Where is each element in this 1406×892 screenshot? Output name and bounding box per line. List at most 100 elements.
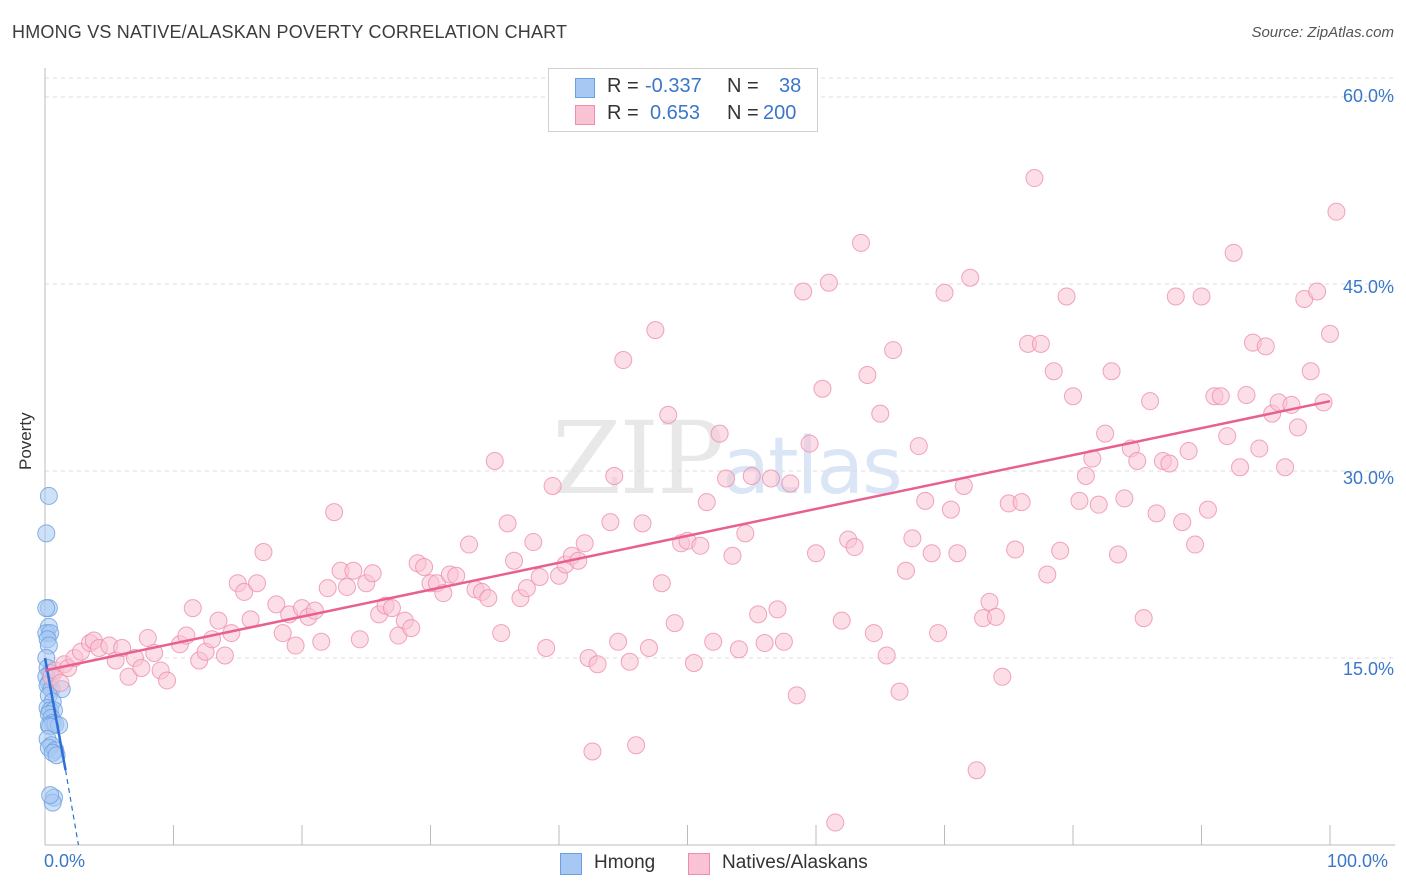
data-point-hmong <box>37 599 56 618</box>
data-point-natives <box>267 595 286 614</box>
data-point-natives <box>498 514 517 533</box>
legend-n-value: 200 <box>763 102 797 124</box>
data-point-natives <box>479 589 498 608</box>
chart-title: HMONG VS NATIVE/ALASKAN POVERTY CORRELAT… <box>12 22 568 42</box>
data-point-natives <box>832 611 851 630</box>
data-point-natives <box>717 469 736 488</box>
data-point-natives <box>819 273 838 292</box>
data-point-natives <box>1076 466 1095 485</box>
data-point-natives <box>1089 495 1108 514</box>
legend-swatch-hmong <box>575 78 595 98</box>
data-point-natives <box>826 813 845 832</box>
trend-line-extension-hmong <box>64 770 80 846</box>
legend-r-value: -0.337 <box>645 75 702 97</box>
data-point-natives <box>460 535 479 554</box>
data-point-natives <box>273 624 292 643</box>
data-point-natives <box>183 599 202 618</box>
data-point-natives <box>961 268 980 287</box>
data-point-natives <box>646 321 665 340</box>
data-point-natives <box>691 536 710 555</box>
trend-line-natives <box>44 399 1331 672</box>
data-point-natives <box>948 544 967 563</box>
data-point-natives <box>710 424 729 443</box>
data-point-natives <box>858 366 877 385</box>
y-tick-label-15: 15.0% <box>1342 659 1394 679</box>
data-point-natives <box>605 466 624 485</box>
legend-row-hmong: R = -0.337 N = 38 <box>549 75 817 101</box>
correlation-legend: R = -0.337 N = 38 R = 0.653 N = 200 <box>548 68 818 132</box>
data-point-hmong <box>39 486 58 505</box>
data-point-hmong <box>41 786 60 805</box>
data-point-natives <box>762 469 781 488</box>
data-point-natives <box>729 640 748 659</box>
data-point-natives <box>768 600 787 619</box>
legend-swatch-hmong <box>560 853 582 875</box>
data-point-natives <box>665 614 684 633</box>
data-point-natives <box>415 557 434 576</box>
data-point-natives <box>286 636 305 655</box>
data-point-natives <box>543 476 562 495</box>
data-point-natives <box>583 742 602 761</box>
data-point-natives <box>980 592 999 611</box>
data-point-natives <box>1102 362 1121 381</box>
data-point-natives <box>736 524 755 543</box>
data-point-natives <box>132 658 151 677</box>
data-point-natives <box>1250 439 1269 458</box>
data-point-natives <box>1237 385 1256 404</box>
data-point-natives <box>967 761 986 780</box>
data-point-natives <box>1160 454 1179 473</box>
data-point-natives <box>1031 334 1050 353</box>
data-point-natives <box>877 646 896 665</box>
data-point-natives <box>871 404 890 423</box>
data-point-natives <box>158 671 177 690</box>
data-point-natives <box>215 646 234 665</box>
data-point-natives <box>929 624 948 643</box>
data-point-natives <box>659 405 678 424</box>
legend-label-natives: Natives/Alaskans <box>722 852 868 873</box>
data-point-natives <box>51 673 70 692</box>
data-point-natives <box>1070 491 1089 510</box>
data-point-natives <box>890 682 909 701</box>
data-point-natives <box>350 630 369 649</box>
data-point-natives <box>935 283 954 302</box>
data-point-natives <box>1147 504 1166 523</box>
data-point-natives <box>537 639 556 658</box>
data-point-natives <box>922 544 941 563</box>
data-point-natives <box>305 601 324 620</box>
data-point-natives <box>774 632 793 651</box>
data-point-natives <box>254 543 273 562</box>
data-point-natives <box>312 632 331 651</box>
data-point-natives <box>1179 442 1198 461</box>
legend-n-label: N = <box>727 102 759 124</box>
legend-label-hmong: Hmong <box>594 852 656 873</box>
x-tick-label-max: 100.0% <box>1327 851 1389 871</box>
data-point-natives <box>209 611 228 630</box>
data-point-natives <box>524 533 543 552</box>
data-point-natives <box>684 653 703 672</box>
data-point-natives <box>627 736 646 755</box>
legend-swatch-natives <box>688 853 710 875</box>
data-point-natives <box>884 341 903 360</box>
data-point-natives <box>916 491 935 510</box>
data-point-natives <box>138 629 157 648</box>
data-point-natives <box>447 566 466 585</box>
data-point-natives <box>1321 324 1339 343</box>
data-point-natives <box>588 655 607 674</box>
data-point-natives <box>530 567 549 586</box>
data-point-natives <box>697 493 716 512</box>
data-point-natives <box>807 544 825 563</box>
data-point-natives <box>1256 337 1275 356</box>
data-point-natives <box>1224 243 1243 262</box>
data-point-natives <box>755 634 774 653</box>
trend-line-hmong <box>43 657 67 771</box>
x-tick-label-min: 0.0% <box>44 851 86 871</box>
data-point-natives <box>1134 609 1153 628</box>
data-point-natives <box>1198 500 1217 519</box>
legend-swatch-natives <box>575 105 595 125</box>
y-tick-label-60: 60.0% <box>1342 86 1394 106</box>
data-point-natives <box>903 529 922 548</box>
data-point-natives <box>1025 169 1044 188</box>
data-point-natives <box>337 577 356 596</box>
data-point-natives <box>851 233 870 252</box>
